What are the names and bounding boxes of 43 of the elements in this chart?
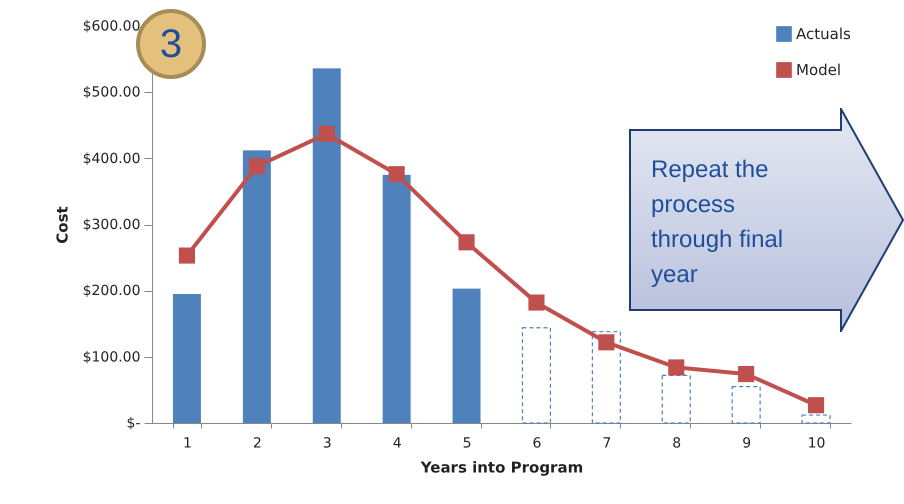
point (178, 248, 196, 264)
point (388, 166, 405, 182)
legend-label: Model (796, 61, 842, 79)
point (458, 234, 475, 250)
bar (312, 68, 341, 423)
bar (592, 331, 621, 424)
bar (732, 386, 761, 424)
y-tick-label: $300.00 (82, 217, 140, 233)
y-tick-label: $- (126, 416, 140, 432)
bar (662, 374, 691, 424)
point (598, 334, 614, 350)
x-tick-label: 1 (182, 436, 192, 452)
bar (242, 150, 271, 423)
point (808, 397, 824, 414)
y-tick-label: $100.00 (82, 349, 140, 366)
y-axis-title: Cost (54, 206, 72, 244)
y-tick-label: $200.00 (82, 283, 140, 300)
x-tick-label: 7 (602, 436, 612, 452)
x-tick-label: 5 (462, 436, 472, 452)
bar (452, 288, 481, 423)
point (738, 366, 754, 382)
x-tick-label: 2 (252, 436, 262, 452)
bar (801, 414, 831, 424)
point (318, 126, 335, 142)
point (668, 359, 684, 376)
point (248, 158, 265, 174)
x-tick-label: 3 (322, 436, 332, 452)
legend-label: Actuals (796, 25, 851, 43)
point (528, 294, 545, 311)
x-tick-label: 8 (672, 436, 682, 452)
y-tick-label: $400.00 (82, 150, 140, 167)
y-tick-label: $500.00 (82, 84, 140, 101)
y-tick-label: $600.00 (82, 18, 140, 34)
bar (382, 174, 411, 423)
annotation: 3 (160, 22, 182, 66)
x-tick-label: 4 (392, 436, 402, 452)
x-axis-title: Years into Program (420, 458, 584, 476)
x-tick-label: 6 (532, 436, 542, 452)
bar (522, 327, 552, 424)
x-tick-label: 10 (808, 436, 826, 452)
x-tick-label: 9 (742, 436, 752, 452)
bar (172, 294, 201, 423)
annotation: Repeat the process through final year (651, 155, 784, 290)
